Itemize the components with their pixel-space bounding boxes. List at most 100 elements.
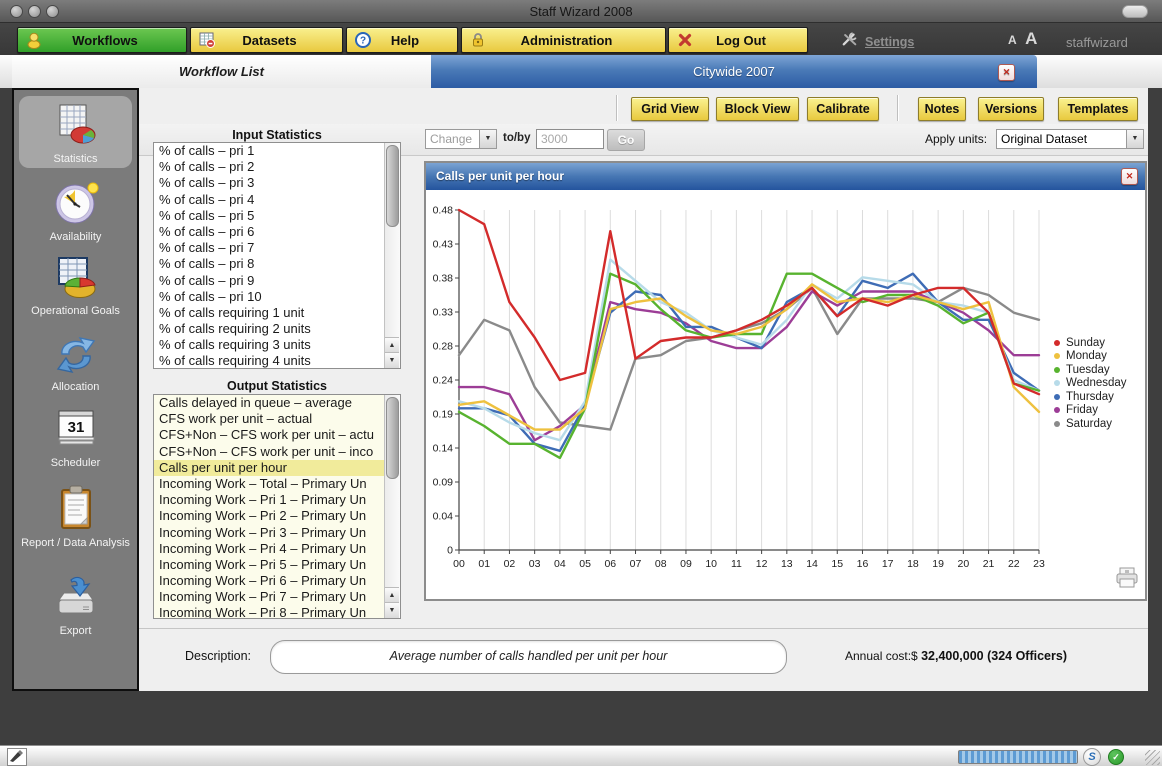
list-item[interactable]: % of calls – pri 9 [159, 272, 255, 288]
svg-text:0.14: 0.14 [433, 443, 454, 455]
status-bar: S ✓ [0, 745, 1162, 766]
pen-tool-icon[interactable] [7, 748, 27, 766]
sidebar-item-scheduler[interactable]: 31 Scheduler [19, 402, 132, 469]
font-size-controls: A A [1008, 29, 1037, 49]
s-logo-icon[interactable]: S [1083, 748, 1101, 766]
svg-text:07: 07 [630, 558, 642, 570]
window-close-icon[interactable] [10, 5, 23, 18]
sidebar-label: Allocation [51, 381, 100, 393]
list-item[interactable]: % of calls – pri 4 [159, 191, 255, 207]
menu-workflows-button[interactable]: Workflows [17, 27, 187, 53]
list-item[interactable]: CFS+Non – CFS work per unit – actu [159, 427, 374, 443]
list-item[interactable]: % of calls requiring 2 units [159, 321, 311, 337]
list-item[interactable]: % of calls – pri 8 [159, 256, 255, 272]
menu-datasets-button[interactable]: Datasets [190, 27, 343, 53]
scrollbar-thumb[interactable] [386, 397, 399, 479]
tab-citywide-2007[interactable]: Citywide 2007 ✕ [431, 55, 1037, 88]
resize-grip[interactable] [1145, 750, 1160, 765]
list-item[interactable]: % of calls – pri 1 [159, 143, 255, 158]
go-button[interactable]: Go [607, 129, 645, 151]
window-minimize-icon[interactable] [28, 5, 41, 18]
menu-help-button[interactable]: ? Help [346, 27, 458, 53]
menu-administration-button[interactable]: Administration [461, 27, 666, 53]
list-item[interactable]: Incoming Work – Total – Primary Un [159, 475, 367, 491]
list-item[interactable]: Incoming Work – Pri 4 – Primary Un [159, 540, 367, 556]
block-view-button[interactable]: Block View [716, 97, 799, 121]
list-item[interactable]: % of calls – pri 5 [159, 207, 255, 223]
activity-progress-bar [958, 750, 1078, 764]
svg-text:00: 00 [453, 558, 465, 570]
list-item[interactable]: % of calls – pri 3 [159, 175, 255, 191]
series-thursday [457, 272, 1041, 453]
list-item[interactable]: Incoming Work – Pri 5 – Primary Un [159, 556, 367, 572]
sidebar-item-operational-goals[interactable]: Operational Goals [19, 250, 132, 317]
font-smaller-button[interactable]: A [1008, 33, 1017, 47]
sidebar-item-report-data-analysis[interactable]: Report / Data Analysis [19, 478, 132, 558]
window-zoom-icon[interactable] [46, 5, 59, 18]
list-item[interactable]: % of calls requiring 4 units [159, 353, 311, 368]
svg-text:05: 05 [579, 558, 591, 570]
list-item[interactable]: % of calls – pri 6 [159, 223, 255, 239]
notes-button[interactable]: Notes [918, 97, 966, 121]
list-item[interactable]: CFS+Non – CFS work per unit – inco [159, 443, 374, 459]
title-bar: Staff Wizard 2008 [0, 0, 1162, 23]
scrollbar[interactable]: ▲ ▼ [384, 395, 400, 618]
input-statistics-items: % of calls – pri 1% of calls – pri 2% of… [154, 143, 385, 368]
templates-button[interactable]: Templates [1058, 97, 1138, 121]
tab-workflow-list[interactable]: Workflow List [12, 55, 432, 88]
sidebar-item-allocation[interactable]: Allocation [19, 328, 132, 394]
chart-panel-header[interactable]: Calls per unit per hour ✕ [426, 163, 1145, 190]
svg-text:0.43: 0.43 [433, 239, 454, 251]
menu-label: Workflows [72, 32, 138, 48]
svg-text:22: 22 [1008, 558, 1020, 570]
menu-logout-button[interactable]: Log Out [668, 27, 808, 53]
scroll-down-icon[interactable]: ▼ [385, 602, 399, 618]
calibrate-button[interactable]: Calibrate [807, 97, 879, 121]
scrollbar-thumb[interactable] [386, 145, 399, 227]
sidebar-item-export[interactable]: Export [19, 568, 132, 637]
scroll-up-icon[interactable]: ▲ [385, 337, 399, 353]
list-item[interactable]: % of calls – pri 10 [159, 288, 262, 304]
menu-label: Log Out [716, 32, 766, 48]
logged-in-user: staffwizard [1066, 35, 1128, 50]
list-item[interactable]: % of calls requiring 1 unit [159, 304, 305, 320]
list-item[interactable]: Incoming Work – Pri 8 – Primary Un [159, 605, 367, 618]
list-item[interactable]: Incoming Work – Pri 2 – Primary Un [159, 508, 367, 524]
svg-text:04: 04 [554, 558, 566, 570]
list-item[interactable]: CFS work per unit – actual [159, 411, 313, 427]
print-icon[interactable] [1114, 566, 1140, 595]
sidebar-label: Operational Goals [31, 305, 120, 317]
list-item[interactable]: Calls delayed in queue – average [159, 395, 352, 410]
sidebar-label: Scheduler [50, 457, 101, 469]
change-select[interactable]: Change ▼ [425, 129, 497, 149]
list-item[interactable]: Calls per unit per hour [154, 459, 385, 476]
chart-close-icon[interactable]: ✕ [1121, 168, 1138, 185]
scroll-down-icon[interactable]: ▼ [385, 352, 399, 368]
sidebar-item-statistics[interactable]: Statistics [19, 96, 132, 168]
apply-units-select[interactable]: Original Dataset ▼ [996, 129, 1144, 149]
change-select-value: Change [430, 132, 473, 146]
versions-button[interactable]: Versions [978, 97, 1044, 121]
toolbar-toggle-pill[interactable] [1122, 5, 1148, 18]
scroll-up-icon[interactable]: ▲ [385, 587, 399, 603]
font-larger-button[interactable]: A [1025, 29, 1038, 48]
tab-close-icon[interactable]: ✕ [998, 64, 1015, 81]
legend-item: Monday [1054, 350, 1127, 362]
list-item[interactable]: % of calls – pri 7 [159, 240, 255, 256]
list-item[interactable]: Incoming Work – Pri 6 – Primary Un [159, 573, 367, 589]
list-item[interactable]: % of calls – pri 2 [159, 159, 255, 175]
chart-legend: Sunday Monday Tuesday Wednesday Thursday Frid… [1054, 335, 1127, 431]
scrollbar[interactable]: ▲ ▼ [384, 143, 400, 368]
sidebar-item-availability[interactable]: Availability [19, 174, 132, 243]
list-item[interactable]: Incoming Work – Pri 3 – Primary Un [159, 524, 367, 540]
list-item[interactable]: % of calls requiring 3 units [159, 337, 311, 353]
tab-label: Citywide 2007 [693, 64, 775, 79]
series-tuesday [457, 272, 1041, 460]
list-item[interactable]: Incoming Work – Pri 7 – Primary Un [159, 589, 367, 605]
settings-link[interactable]: Settings [840, 31, 914, 52]
grid-view-button[interactable]: Grid View [631, 97, 709, 121]
list-item[interactable]: Incoming Work – Pri 1 – Primary Un [159, 492, 367, 508]
export-drive-icon [19, 574, 132, 623]
toby-input[interactable] [536, 129, 604, 149]
sidebar-label: Export [59, 625, 92, 637]
